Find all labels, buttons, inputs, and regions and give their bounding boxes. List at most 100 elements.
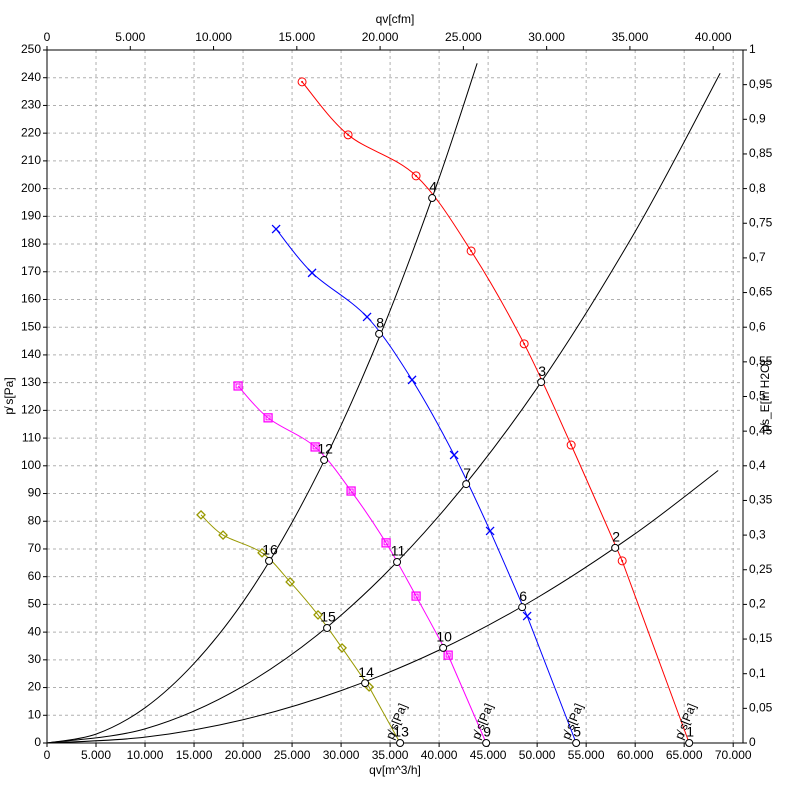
y-axis-title: p̸ s[Pa] bbox=[2, 377, 16, 414]
x-tick-label: 35.000 bbox=[372, 748, 409, 762]
marker-square-inner bbox=[445, 652, 451, 658]
marker-dot bbox=[523, 342, 526, 345]
x2-tick-label: 25.000 bbox=[445, 30, 482, 44]
fan-curve bbox=[200, 514, 370, 688]
x2-tick-label: 35.000 bbox=[612, 30, 649, 44]
operating-point bbox=[320, 455, 329, 464]
y2-tick-label: 0,2 bbox=[749, 597, 766, 611]
x-tick-label: 25.000 bbox=[274, 748, 311, 762]
marker-cross bbox=[362, 312, 372, 322]
y2-tick-label: 0,7 bbox=[749, 250, 766, 264]
marker bbox=[381, 538, 391, 548]
marker bbox=[346, 486, 356, 496]
marker-diamond bbox=[285, 577, 296, 587]
operating-point-label: 11 bbox=[391, 543, 406, 559]
y-tick-label: 60 bbox=[28, 569, 42, 583]
marker-cross bbox=[485, 526, 495, 536]
x-tick-label: 55.000 bbox=[568, 748, 605, 762]
marker-cross bbox=[307, 268, 317, 278]
operating-point-label: 7 bbox=[463, 465, 471, 481]
operating-point-label: 9 bbox=[483, 724, 491, 740]
y-tick-label: 180 bbox=[21, 236, 41, 250]
operating-point-label: 10 bbox=[436, 629, 452, 645]
y2-tick-label: 0,8 bbox=[749, 181, 766, 195]
marker-dot bbox=[415, 174, 418, 177]
x-tick-label: 0 bbox=[44, 748, 51, 762]
marker bbox=[411, 591, 421, 601]
marker bbox=[407, 375, 417, 385]
marker-square-inner bbox=[235, 383, 241, 389]
marker-cross bbox=[522, 611, 532, 621]
y-tick-label: 200 bbox=[21, 181, 41, 195]
marker-dot bbox=[470, 249, 473, 252]
y-tick-label: 210 bbox=[21, 153, 41, 167]
marker bbox=[566, 440, 576, 450]
operating-point bbox=[685, 739, 694, 747]
top-axis-title: qv[cfm] bbox=[376, 12, 415, 26]
marker-cross bbox=[407, 375, 417, 385]
marker bbox=[297, 77, 307, 87]
y-tick-label: 50 bbox=[28, 597, 42, 611]
marker-cross bbox=[271, 224, 281, 234]
operating-point-label: 6 bbox=[519, 588, 527, 604]
marker bbox=[411, 171, 421, 181]
marker-square-inner bbox=[413, 593, 419, 599]
y2-tick-label: 0,9 bbox=[749, 111, 766, 125]
y-tick-label: 100 bbox=[21, 458, 41, 472]
x-tick-label: 30.000 bbox=[323, 748, 360, 762]
operating-point bbox=[323, 623, 332, 632]
marker bbox=[307, 268, 317, 278]
marker-diamond bbox=[218, 530, 228, 541]
y2-tick-label: 0,3 bbox=[749, 527, 766, 541]
marker bbox=[443, 650, 453, 660]
marker bbox=[617, 556, 627, 566]
marker-square-inner bbox=[348, 488, 354, 494]
x-tick-label: 50.000 bbox=[519, 748, 556, 762]
marker bbox=[343, 130, 353, 140]
marker bbox=[310, 442, 320, 452]
y-tick-label: 240 bbox=[21, 70, 41, 84]
y-tick-label: 80 bbox=[28, 513, 42, 527]
marker bbox=[257, 547, 267, 558]
operating-point bbox=[393, 557, 402, 566]
operating-point-label: 8 bbox=[376, 315, 384, 331]
marker-ring bbox=[617, 556, 627, 566]
fan-curve-tail bbox=[526, 615, 577, 744]
operating-point bbox=[482, 739, 491, 747]
y-tick-label: 110 bbox=[22, 430, 41, 444]
operating-point-label: 15 bbox=[320, 609, 336, 625]
fan-curve-tail bbox=[368, 686, 401, 744]
y2-tick-label: 0,55 bbox=[749, 354, 773, 368]
marker-square bbox=[233, 381, 243, 391]
x-tick-label: 10.000 bbox=[127, 748, 164, 762]
y2-tick-label: 0,05 bbox=[749, 701, 773, 715]
operating-point-label: 14 bbox=[358, 664, 374, 680]
x2-tick-label: 10.000 bbox=[195, 30, 232, 44]
operating-point bbox=[375, 329, 384, 338]
y-tick-label: 0 bbox=[34, 735, 41, 749]
marker bbox=[466, 246, 476, 256]
marker bbox=[449, 450, 459, 460]
x-axis-title: qv[m^3/h] bbox=[369, 763, 421, 777]
marker-diamond bbox=[196, 509, 206, 520]
operating-point bbox=[361, 679, 370, 688]
marker-ring bbox=[466, 246, 476, 256]
marker-cross bbox=[449, 450, 459, 460]
marker bbox=[285, 577, 296, 587]
x-tick-label: 20.000 bbox=[225, 748, 262, 762]
marker-square bbox=[411, 591, 421, 601]
marker-square bbox=[263, 413, 273, 423]
marker-diamond bbox=[337, 643, 347, 653]
plot-frame bbox=[46, 49, 744, 744]
x-tick-label: 40.000 bbox=[421, 748, 458, 762]
y-tick-label: 120 bbox=[21, 403, 41, 417]
marker bbox=[218, 530, 228, 541]
y-tick-label: 30 bbox=[28, 652, 42, 666]
y2-tick-label: 1 bbox=[749, 42, 756, 56]
operating-point bbox=[572, 739, 581, 747]
system-curve bbox=[46, 73, 721, 744]
marker-diamond bbox=[257, 547, 267, 558]
marker bbox=[337, 643, 347, 653]
y-tick-label: 160 bbox=[21, 292, 41, 306]
